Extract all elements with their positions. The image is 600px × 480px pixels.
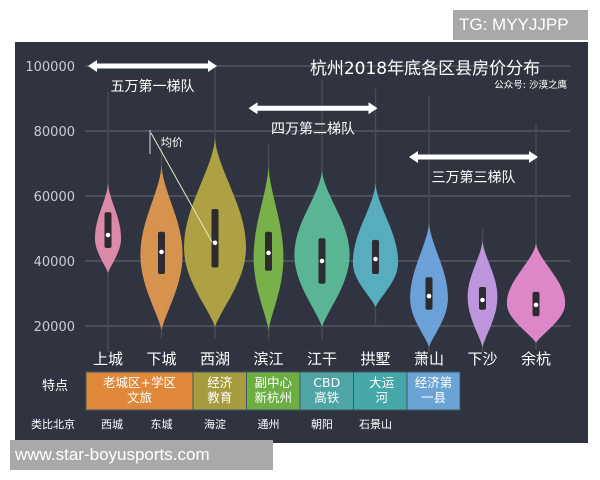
- beijing-district: 海淀: [204, 417, 226, 431]
- x-tick-label: 滨江: [253, 350, 283, 368]
- feature-text: 经济第一县: [415, 375, 453, 405]
- feature-cell: [406, 371, 461, 411]
- violin-median-point: [159, 249, 164, 255]
- tier-arrow-head-left: [88, 60, 97, 72]
- tier-arrow-head-left: [409, 151, 418, 163]
- y-tick-label: 80000: [34, 125, 75, 140]
- violin-iqr-box: [425, 277, 433, 310]
- chart-title: 杭州2018年底各区县房价分布: [310, 59, 540, 79]
- violin-iqr-box: [104, 212, 112, 248]
- x-tick-label: 拱墅: [360, 350, 390, 368]
- beijing-district: 通州: [258, 418, 280, 431]
- feature-cell: [299, 371, 354, 411]
- tier-arrow-head-right: [529, 151, 538, 163]
- beijing-district: 东城: [151, 418, 173, 431]
- violin-median-point: [266, 250, 271, 256]
- violin-iqr-box: [211, 209, 219, 268]
- tier-label: 四万第二梯队: [271, 120, 355, 137]
- tier-label: 五万第一梯队: [111, 78, 195, 95]
- feature-cell: [192, 371, 247, 411]
- tier-arrow-head-left: [248, 102, 258, 115]
- violin-chart: 20000 40000 60000 80000 100000 杭州2018年底各区县房价分…: [25, 59, 570, 431]
- x-tick-label: 余杭: [521, 350, 551, 368]
- feature-text: CBD 高铁: [313, 375, 340, 405]
- beijing-row-label: 类比北京: [31, 417, 75, 431]
- x-tick-label: 萧山: [414, 350, 444, 368]
- beijing-district: 石景山: [359, 418, 392, 431]
- tier-label: 三万第三梯队: [432, 169, 516, 186]
- violin-median-point: [319, 258, 325, 264]
- feature-cell: [353, 371, 411, 411]
- y-tick-label: 20000: [34, 320, 75, 335]
- chart-panel: 20000 40000 60000 80000 100000 杭州2018年底各区县房价分…: [15, 42, 588, 443]
- feature-cell: [246, 371, 301, 411]
- violin-median-point: [212, 240, 218, 246]
- watermark-top: TG: MYYJJPP: [453, 10, 588, 40]
- violin-median-point: [480, 297, 485, 303]
- x-tick-label: 下城: [146, 350, 176, 368]
- watermark-bottom: www.star-boyusports.com: [10, 440, 273, 470]
- beijing-district: 西城: [101, 418, 123, 431]
- feature-text: 大运河: [369, 375, 395, 405]
- mean-annotation-pointer: [150, 132, 213, 243]
- y-tick-label: 40000: [34, 255, 75, 270]
- feature-text: 副中心新杭州: [254, 375, 292, 405]
- violin-median-point: [426, 293, 432, 299]
- violin-median-point: [533, 302, 539, 308]
- feature-text: 老城区+学区文旅: [103, 375, 176, 405]
- beijing-district: 朝阳: [311, 418, 333, 431]
- x-tick-label: 下沙: [467, 350, 497, 368]
- tier-arrow-head-right: [208, 60, 217, 72]
- feature-text: 经济教育: [207, 375, 233, 405]
- chart-subtitle: 公众号: 沙漠之鹰: [494, 79, 567, 91]
- mean-annotation-label: 均价: [161, 136, 183, 149]
- tier-arrow-head-right: [368, 102, 378, 115]
- feature-row-label: 特点: [42, 379, 68, 394]
- y-tick-label: 60000: [34, 190, 75, 205]
- x-tick-label: 上城: [93, 350, 123, 368]
- y-tick-label: 100000: [25, 60, 75, 75]
- violin-median-point: [373, 256, 378, 262]
- x-tick-label: 江干: [307, 350, 337, 368]
- x-tick-label: 西湖: [200, 350, 230, 368]
- violin-median-point: [105, 232, 111, 238]
- feature-cell: [85, 371, 194, 411]
